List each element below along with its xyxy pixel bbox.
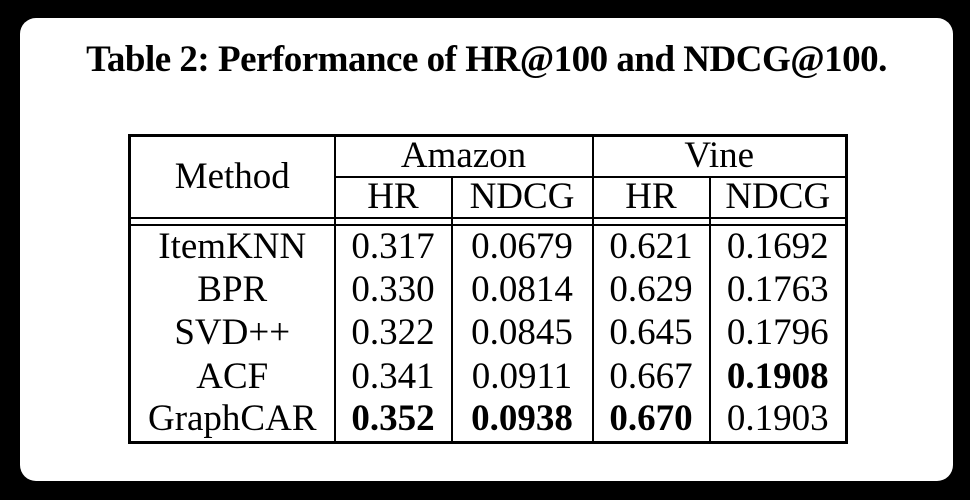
value-cell: 0.621 — [591, 224, 710, 269]
value-cell: 0.1692 — [708, 224, 847, 269]
results-table: Method Amazon Vine HR NDCG HR NDCG — [128, 134, 848, 444]
group-header-row: Method Amazon Vine — [129, 135, 847, 219]
table-row: ItemKNN 0.317 0.0679 0.621 0.1692 — [130, 224, 847, 269]
value-cell: 0.629 — [591, 268, 710, 312]
vine-group-header: Vine — [591, 135, 847, 178]
value-cell: 0.317 — [333, 224, 452, 269]
method-cell: GraphCAR — [147, 398, 317, 440]
method-cell: ItemKNN — [158, 225, 307, 267]
method-cell: BPR — [197, 268, 268, 310]
value-cell: 0.0911 — [450, 355, 593, 399]
double-rule-spacer — [129, 217, 847, 226]
value-cell: 0.322 — [333, 311, 452, 356]
value-cell: 0.0679 — [450, 224, 593, 269]
metric-header-row: HR NDCG HR NDCG — [130, 176, 847, 219]
vine-ndcg-header: NDCG — [708, 176, 847, 219]
value-cell: 0.0938 — [450, 398, 593, 443]
table-row: SVD++ 0.322 0.0845 0.645 0.1796 — [130, 311, 847, 356]
table-row: BPR 0.330 0.0814 0.629 0.1763 — [130, 268, 847, 312]
value-cell: 0.341 — [333, 355, 452, 399]
method-cell: ACF — [196, 355, 269, 397]
table-header: Method Amazon Vine HR NDCG HR NDCG — [129, 135, 847, 219]
value-cell: 0.1796 — [708, 311, 847, 356]
value-cell: 0.670 — [591, 398, 710, 443]
table-row: ACF 0.341 0.0911 0.667 0.1908 — [130, 355, 847, 399]
value-cell: 0.0845 — [450, 311, 593, 356]
value-cell: 0.1903 — [708, 398, 847, 443]
amazon-group-header: Amazon — [333, 135, 593, 178]
value-cell: 0.0814 — [450, 268, 593, 312]
vine-hr-header: HR — [591, 176, 710, 219]
table-body: ItemKNN 0.317 0.0679 0.621 0.1692 BPR 0.… — [129, 217, 847, 443]
method-cell: SVD++ — [174, 312, 291, 354]
value-cell: 0.667 — [591, 355, 710, 399]
value-cell: 0.645 — [591, 311, 710, 356]
table-row: GraphCAR 0.352 0.0938 0.670 0.1903 — [130, 398, 847, 443]
table-caption: Table 2: Performance of HR@100 and NDCG@… — [86, 39, 887, 80]
value-cell: 0.1908 — [708, 355, 847, 399]
paper-card: Table 2: Performance of HR@100 and NDCG@… — [20, 18, 953, 481]
amazon-ndcg-header: NDCG — [450, 176, 593, 219]
value-cell: 0.330 — [333, 268, 452, 312]
method-header: Method — [129, 135, 336, 219]
amazon-hr-header: HR — [334, 176, 452, 219]
value-cell: 0.1763 — [708, 268, 847, 312]
value-cell: 0.352 — [333, 398, 452, 443]
